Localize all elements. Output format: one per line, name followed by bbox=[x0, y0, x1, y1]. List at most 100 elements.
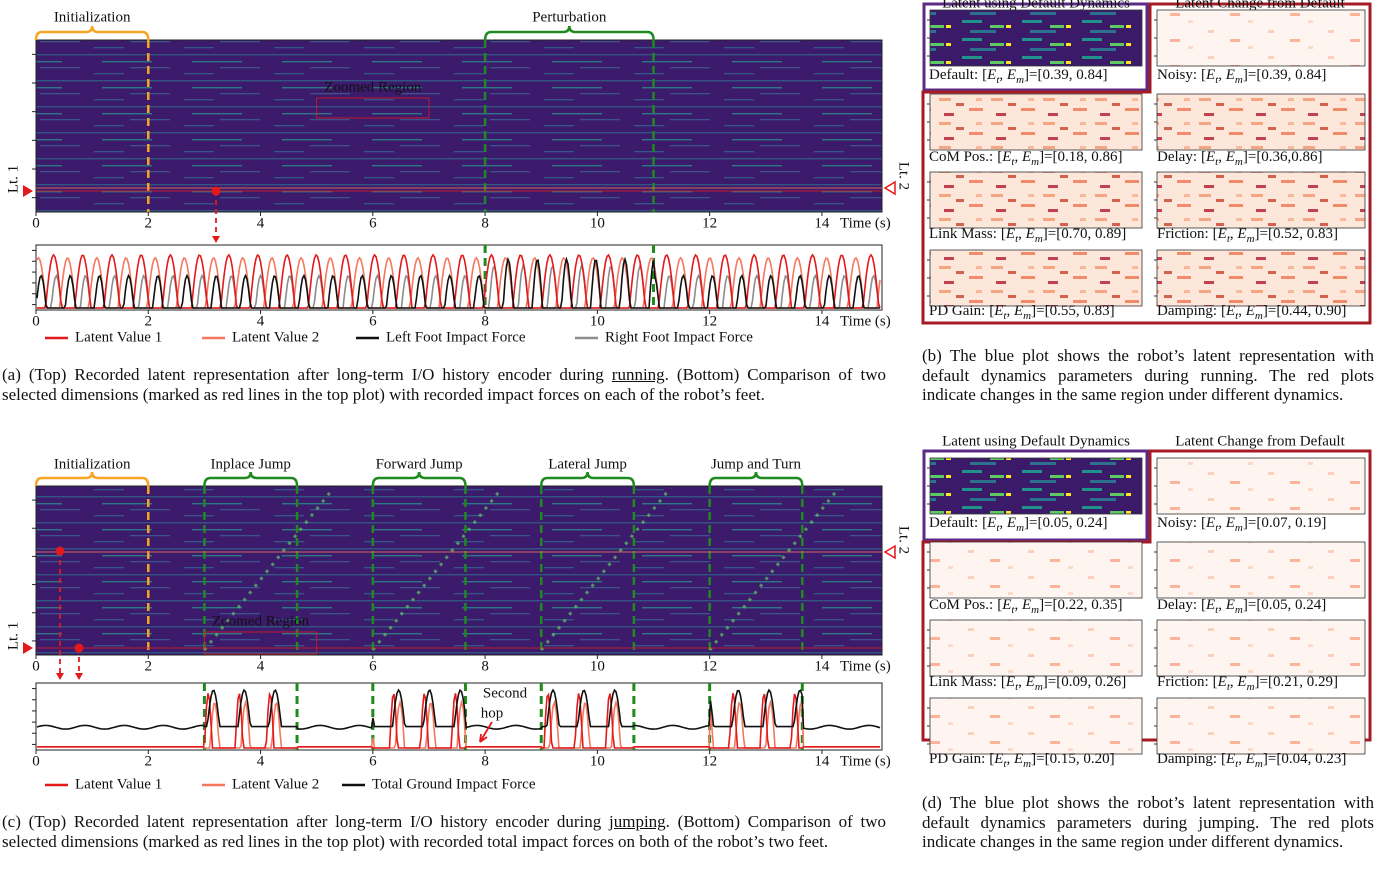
activation-streak bbox=[371, 487, 504, 651]
cell-label: Default: [Et, Em]=[0.05, 0.24] bbox=[929, 515, 1107, 533]
metric-symbol: E bbox=[1021, 597, 1031, 613]
heatmap bbox=[1156, 541, 1366, 599]
caption-b: (b) The blue plot shows the robot’s late… bbox=[922, 346, 1374, 404]
metric-symbol: m bbox=[1023, 758, 1031, 770]
metric-symbol: [ bbox=[1201, 515, 1206, 531]
heatmap bbox=[929, 541, 1143, 599]
cell-value: [0.52, 0.83] bbox=[1268, 226, 1338, 242]
legend-label: Latent Value 1 bbox=[75, 329, 162, 345]
metric-symbol: t bbox=[1235, 758, 1239, 770]
cell-label: PD Gain: [Et, Em]=[0.55, 0.83] bbox=[929, 303, 1115, 321]
metric-symbol: ]= bbox=[1255, 226, 1268, 242]
legend-label: Right Foot Impact Force bbox=[605, 329, 753, 345]
metric-symbol: m bbox=[1247, 681, 1255, 693]
heatmap bbox=[929, 697, 1143, 755]
x-tick-label: 8 bbox=[481, 215, 489, 231]
metric-symbol: E bbox=[1025, 674, 1035, 690]
signal-trace bbox=[36, 688, 881, 730]
metric-symbol: [ bbox=[982, 67, 987, 83]
cell-value: [0.21, 0.29] bbox=[1268, 674, 1338, 690]
x-tick-label: 10 bbox=[590, 658, 605, 674]
metric-symbol: [ bbox=[1221, 751, 1226, 767]
metric-symbol: [ bbox=[1001, 226, 1006, 242]
x-tick-label: 0 bbox=[32, 753, 40, 769]
latent-marker bbox=[23, 185, 33, 197]
x-tick-label: 12 bbox=[702, 753, 717, 769]
metric-symbol: E bbox=[1225, 67, 1235, 83]
metric-symbol: t bbox=[1015, 233, 1019, 245]
metric-symbol: m bbox=[1031, 604, 1039, 616]
latent-label: Lt. 1 bbox=[5, 622, 21, 650]
cell-label: Default: [Et, Em]=[0.39, 0.84] bbox=[929, 67, 1107, 85]
cell-name: Friction: bbox=[1157, 674, 1209, 690]
x-tick-label: 2 bbox=[145, 313, 153, 329]
metric-symbol: ]= bbox=[1243, 515, 1256, 531]
metric-symbol: E bbox=[1245, 303, 1255, 319]
metric-symbol: E bbox=[1005, 226, 1015, 242]
metric-symbol: E bbox=[1245, 751, 1255, 767]
metric-symbol: t bbox=[1011, 604, 1015, 616]
metric-symbol: m bbox=[1023, 310, 1031, 322]
annotation: Second bbox=[483, 685, 528, 701]
metric-symbol: t bbox=[1011, 156, 1015, 168]
caption-emphasis: jumping bbox=[609, 812, 666, 831]
legend-label: Latent Value 1 bbox=[75, 776, 162, 792]
x-tick-label: 14 bbox=[814, 658, 830, 674]
metric-symbol: t bbox=[1015, 681, 1019, 693]
metric-symbol: m bbox=[1235, 522, 1243, 534]
metric-symbol: E bbox=[993, 303, 1003, 319]
heatmap bbox=[1156, 619, 1366, 677]
cell-value: [0.70, 0.89] bbox=[1056, 226, 1126, 242]
caption-c: (c) (Top) Recorded latent representation… bbox=[2, 812, 886, 851]
metric-symbol: [ bbox=[1213, 674, 1218, 690]
metric-symbol: E bbox=[1236, 674, 1246, 690]
cell-value: [0.15, 0.20] bbox=[1045, 751, 1115, 767]
x-tick-label: 6 bbox=[369, 658, 377, 674]
metric-symbol: ]= bbox=[1043, 674, 1056, 690]
heatmap bbox=[1156, 171, 1366, 229]
x-tick-label: 4 bbox=[257, 215, 265, 231]
cell-value: [0.05, 0.24] bbox=[1256, 597, 1326, 613]
metric-symbol: ]= bbox=[1031, 303, 1044, 319]
x-axis-label: Time (s) bbox=[840, 658, 891, 674]
cell-value: [0.18, 0.86] bbox=[1053, 149, 1123, 165]
metric-symbol: E bbox=[1217, 674, 1227, 690]
metric-symbol: E bbox=[1225, 303, 1235, 319]
metric-symbol: , bbox=[1230, 674, 1238, 690]
selection-arrowhead bbox=[56, 673, 64, 680]
metric-symbol: E bbox=[1005, 674, 1015, 690]
cell-label: Damping: [Et, Em]=[0.04, 0.23] bbox=[1157, 751, 1346, 769]
metric-symbol: E bbox=[986, 67, 996, 83]
x-axis-label: Time (s) bbox=[840, 215, 891, 231]
phase-label: Lateral Jump bbox=[548, 456, 627, 472]
metric-symbol: ]= bbox=[1031, 751, 1044, 767]
cell-label: PD Gain: [Et, Em]=[0.15, 0.20] bbox=[929, 751, 1115, 769]
cell-name: Link Mass: bbox=[929, 674, 997, 690]
cell-label: Friction: [Et, Em]=[0.52, 0.83] bbox=[1157, 226, 1338, 244]
metric-symbol: t bbox=[1227, 681, 1231, 693]
metric-symbol: [ bbox=[1213, 226, 1218, 242]
latent-label: Lt. 2 bbox=[896, 162, 912, 190]
x-tick-label: 12 bbox=[702, 658, 717, 674]
phase-brace bbox=[371, 471, 467, 487]
cell-name: Default: bbox=[929, 515, 978, 531]
heatmap bbox=[1156, 9, 1366, 67]
cell-value: [0.39, 0.84] bbox=[1037, 67, 1107, 83]
x-tick-label: 4 bbox=[257, 753, 265, 769]
activation-streak bbox=[203, 487, 335, 651]
legend-label: Total Ground Impact Force bbox=[372, 776, 536, 792]
metric-symbol: , bbox=[1014, 149, 1022, 165]
metric-symbol: ]= bbox=[1255, 674, 1268, 690]
cell-label: Noisy: [Et, Em]=[0.07, 0.19] bbox=[1157, 515, 1326, 533]
metric-symbol: m bbox=[1035, 233, 1043, 245]
metric-symbol: m bbox=[1235, 156, 1243, 168]
metric-symbol: , bbox=[1230, 226, 1238, 242]
panel-b-frames bbox=[921, 2, 1372, 742]
activation-streak bbox=[540, 487, 672, 651]
metric-symbol: t bbox=[1235, 310, 1239, 322]
metric-symbol: m bbox=[1016, 522, 1024, 534]
metric-symbol: t bbox=[996, 74, 1000, 86]
x-tick-label: 8 bbox=[481, 753, 489, 769]
metric-symbol: , bbox=[1238, 751, 1246, 767]
